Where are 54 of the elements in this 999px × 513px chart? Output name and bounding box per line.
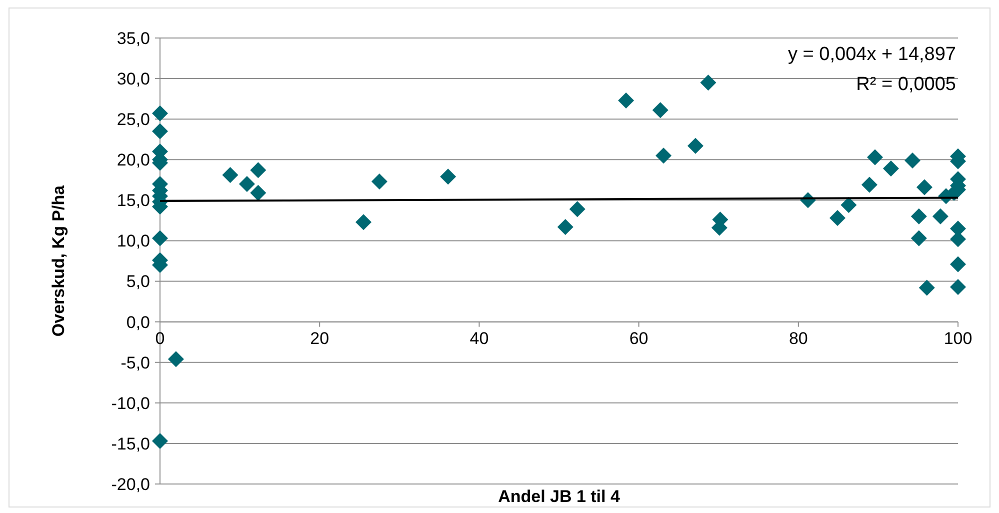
point (861, 176, 878, 193)
x-tick-label: 80 (788, 328, 808, 348)
y-tick-label: 20,0 (116, 150, 150, 170)
point (440, 168, 456, 185)
point (371, 174, 388, 190)
y-tick-label: 35,0 (116, 28, 150, 48)
y-tick-label: 15,0 (116, 191, 150, 210)
point (557, 218, 574, 235)
point (950, 256, 966, 272)
point (910, 230, 927, 246)
point (355, 214, 372, 230)
y-tick-label: 30,0 (116, 69, 150, 88)
x-axis-title: Andel JB 1 til 4 (498, 487, 620, 506)
y-tick-label: 10,0 (116, 232, 150, 251)
y-tick-label: -5,0 (120, 353, 150, 372)
x-tick-label: 0 (155, 328, 165, 348)
annotation: R² = 0,0005 (856, 74, 956, 95)
y-tick-label: 5,0 (126, 272, 150, 292)
point (152, 105, 168, 122)
y-tick-label: -15,0 (111, 434, 150, 454)
point (830, 210, 846, 226)
annotation: y = 0,004x + 14,897 (788, 44, 956, 65)
point (652, 102, 668, 118)
y-axis-title: Overskud, Kg P/ha (49, 184, 68, 337)
y-tick-label: 25,0 (116, 110, 150, 130)
point (222, 167, 238, 184)
point (168, 351, 184, 368)
x-tick-label: 20 (310, 328, 330, 348)
point (656, 148, 672, 164)
point (238, 176, 255, 192)
point (569, 201, 586, 218)
point (932, 208, 948, 224)
point (152, 123, 168, 140)
point (152, 433, 168, 450)
x-tick-label: 40 (470, 328, 489, 348)
x-tick-label: 100 (944, 328, 972, 348)
point (918, 280, 935, 296)
point (867, 149, 884, 166)
point (618, 92, 634, 108)
point (250, 184, 266, 201)
y-tick-label: -20,0 (111, 474, 150, 494)
point (904, 152, 921, 168)
y-tick-label: -10,0 (111, 394, 150, 413)
point (910, 208, 927, 224)
y-tick-label: 0,0 (126, 312, 150, 332)
x-tick-label: 60 (629, 328, 648, 348)
point (916, 179, 932, 196)
point (950, 278, 966, 295)
point (687, 138, 704, 154)
point (152, 230, 168, 246)
point (700, 74, 716, 91)
point (840, 197, 857, 214)
point (250, 162, 266, 178)
point (882, 160, 899, 177)
